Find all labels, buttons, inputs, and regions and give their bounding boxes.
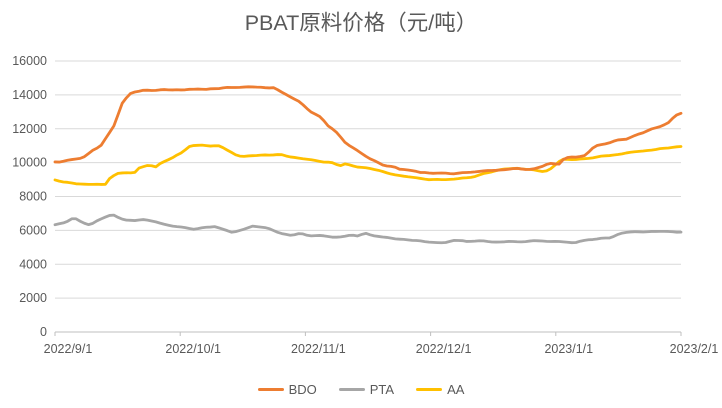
svg-text:8000: 8000 bbox=[19, 190, 47, 204]
svg-text:2000: 2000 bbox=[19, 291, 47, 305]
svg-text:2022/9/1: 2022/9/1 bbox=[44, 342, 93, 356]
svg-text:6000: 6000 bbox=[19, 223, 47, 237]
svg-text:2023/2/1: 2023/2/1 bbox=[670, 342, 719, 356]
svg-text:2023/1/1: 2023/1/1 bbox=[544, 342, 593, 356]
svg-text:12000: 12000 bbox=[12, 122, 47, 136]
svg-text:2022/12/1: 2022/12/1 bbox=[416, 342, 472, 356]
svg-text:2022/11/1: 2022/11/1 bbox=[291, 342, 346, 356]
svg-text:14000: 14000 bbox=[12, 88, 47, 102]
svg-text:16000: 16000 bbox=[12, 54, 47, 68]
svg-text:2022/10/1: 2022/10/1 bbox=[165, 342, 221, 356]
svg-text:10000: 10000 bbox=[12, 156, 47, 170]
svg-text:0: 0 bbox=[40, 325, 47, 339]
svg-text:4000: 4000 bbox=[19, 257, 47, 271]
